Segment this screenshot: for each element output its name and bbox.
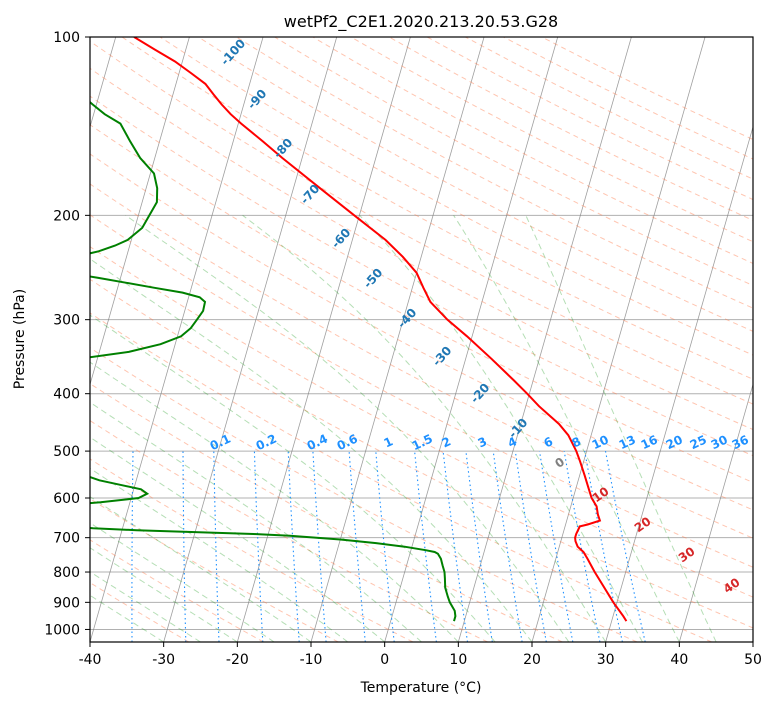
x-tick-label: -30 [152, 652, 175, 668]
dry-adiabat-line [159, 37, 753, 356]
x-tick-label: -20 [226, 652, 249, 668]
moist-adiabat-line [453, 215, 680, 642]
mixing-ratio-label: 20 [664, 433, 685, 453]
mixing-ratio-line [253, 451, 264, 642]
y-tick-label: 600 [53, 491, 80, 507]
mixing-ratio-line [348, 451, 366, 642]
dry-adiabat-line [121, 37, 753, 380]
moist-adiabat-line [125, 214, 570, 642]
x-tick-label: -10 [300, 652, 323, 668]
dry-adiabat-line [90, 278, 753, 629]
mixing-ratio-line [312, 451, 327, 642]
dry-adiabat-line [90, 582, 190, 642]
x-tick-label: 20 [523, 652, 541, 668]
mixing-ratio-line [584, 451, 623, 642]
x-tick-label: -40 [79, 652, 102, 668]
mixing-ratio-line [131, 451, 134, 642]
sounding-line [90, 475, 457, 622]
mixing-ratio-line [182, 451, 187, 642]
mixing-ratio-label: 13 [617, 433, 638, 453]
data-lines [90, 37, 628, 622]
isotherm-line [678, 383, 753, 642]
dry-adiabat-line [90, 246, 753, 598]
moist-adiabat-line [90, 436, 386, 642]
x-tick-label: 30 [597, 652, 615, 668]
isotherm-line [310, 37, 485, 642]
dry-adiabat-line [90, 124, 753, 483]
mixing-ratio-label: 25 [688, 433, 709, 453]
y-tick-label: 100 [53, 30, 80, 46]
dry-adiabat-line [90, 420, 488, 642]
mixing-ratio-line [287, 451, 300, 642]
y-tick-label: 300 [53, 313, 80, 329]
y-tick-label: 1000 [44, 622, 80, 638]
moist-adiabat-line [90, 496, 312, 642]
dry-adiabat-line [90, 539, 264, 642]
x-tick-label: 10 [449, 652, 467, 668]
isotherm-line [605, 125, 753, 642]
mixing-ratio-label: 30 [709, 433, 730, 453]
isotherm-line [457, 37, 632, 642]
moist-adiabat-line [90, 314, 496, 642]
dry-adiabat-line [90, 67, 753, 431]
dry-adiabat-line [90, 312, 712, 642]
mixing-ratio-line [213, 451, 220, 642]
x-tick-label: 40 [670, 652, 688, 668]
moist-adiabat-line [525, 215, 717, 642]
mixing-ratio-line [563, 451, 601, 642]
background-lines [90, 37, 753, 642]
moist-adiabat-line [359, 214, 643, 642]
moist-adiabat-line [242, 214, 607, 642]
x-tick-label: 0 [380, 652, 389, 668]
plot-frame [89, 36, 754, 643]
isotherm-line [531, 37, 706, 642]
dry-adiabat-line [236, 37, 753, 309]
mixing-ratio-line [604, 450, 646, 642]
y-tick-label: 700 [53, 531, 80, 547]
isotherm-line [163, 37, 338, 642]
moist-adiabat-line [90, 361, 459, 642]
isotherm-line [236, 37, 411, 642]
dry-adiabat-line [90, 347, 638, 642]
isotherm-line [90, 37, 190, 386]
axes: -40 -30 -20 -10 0 10 20 30 40 50 100 200 300 400 500 60… [44, 30, 762, 668]
dry-adiabat-line [90, 183, 753, 539]
moist-adiabat-line [90, 258, 533, 642]
isotherm-line [90, 37, 264, 642]
sounding-line [90, 100, 207, 359]
y-tick-label: 900 [53, 595, 80, 611]
y-tick-label: 400 [53, 387, 80, 403]
y-axis-label: Pressure (hPa) [12, 289, 28, 389]
mixing-ratio-label: 10 [590, 433, 611, 453]
dry-adiabat-line [90, 153, 753, 511]
mixing-ratio-label: 36 [730, 433, 751, 453]
x-tick-label: 50 [744, 652, 762, 668]
sounding-line [133, 37, 628, 622]
y-tick-label: 500 [53, 444, 80, 460]
mixing-ratio-line [538, 451, 574, 642]
x-axis-label: Temperature (°C) [360, 680, 482, 696]
y-tick-label: 800 [53, 565, 80, 581]
mixing-ratio-label: 16 [639, 433, 660, 453]
chart-title: wetPf2_C2E1.2020.213.20.53.G28 [284, 12, 558, 32]
y-tick-label: 200 [53, 208, 80, 224]
